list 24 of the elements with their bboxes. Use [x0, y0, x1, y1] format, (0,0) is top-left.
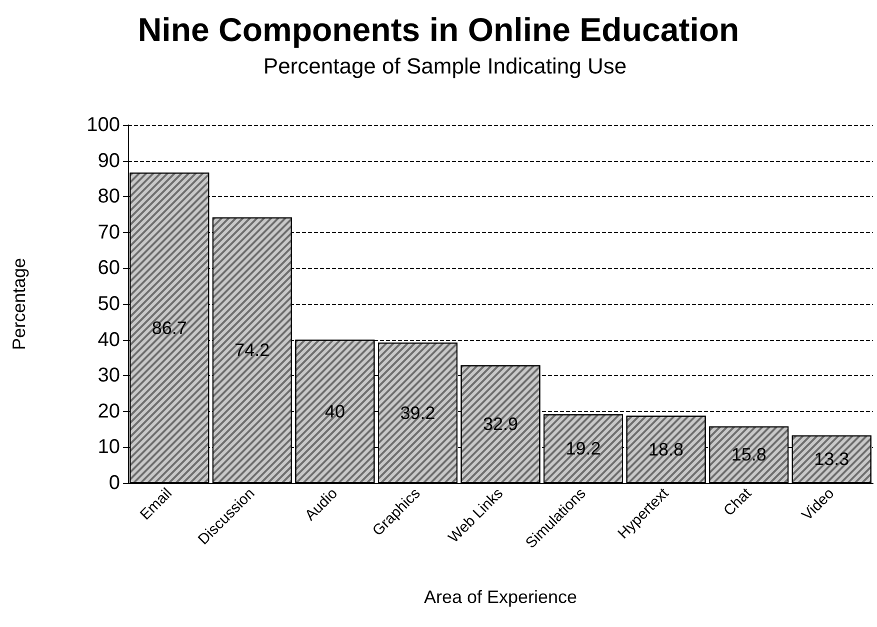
data-label: 32.9 [482, 414, 518, 434]
y-tick-label: 40 [98, 328, 120, 351]
chart-subtitle: Percentage of Sample Indicating Use [263, 54, 627, 78]
data-label: 39.2 [400, 402, 436, 423]
data-label: 40 [324, 401, 345, 422]
data-label: 15.8 [731, 444, 766, 465]
data-label: 13.3 [814, 449, 850, 470]
y-tick-label: 70 [98, 221, 120, 244]
x-axis-title: Area of Experience [424, 587, 578, 607]
chart-title: Nine Components in Online Education [138, 11, 740, 48]
y-tick-label: 60 [98, 257, 120, 280]
data-label: 86.7 [152, 318, 187, 338]
y-tick-label: 10 [98, 436, 120, 458]
data-label: 74.2 [234, 340, 270, 360]
y-tick-label: 80 [98, 186, 120, 208]
y-axis-title: Percentage [9, 258, 29, 350]
data-label: 19.2 [566, 438, 601, 459]
y-tick-label: 90 [98, 150, 120, 172]
data-label: 18.8 [648, 439, 684, 460]
y-tick-label: 30 [98, 364, 120, 387]
y-tick-label: 0 [108, 472, 120, 494]
y-tick-label: 100 [86, 114, 120, 136]
y-tick-label: 20 [98, 400, 120, 422]
y-tick-label: 50 [98, 293, 120, 315]
